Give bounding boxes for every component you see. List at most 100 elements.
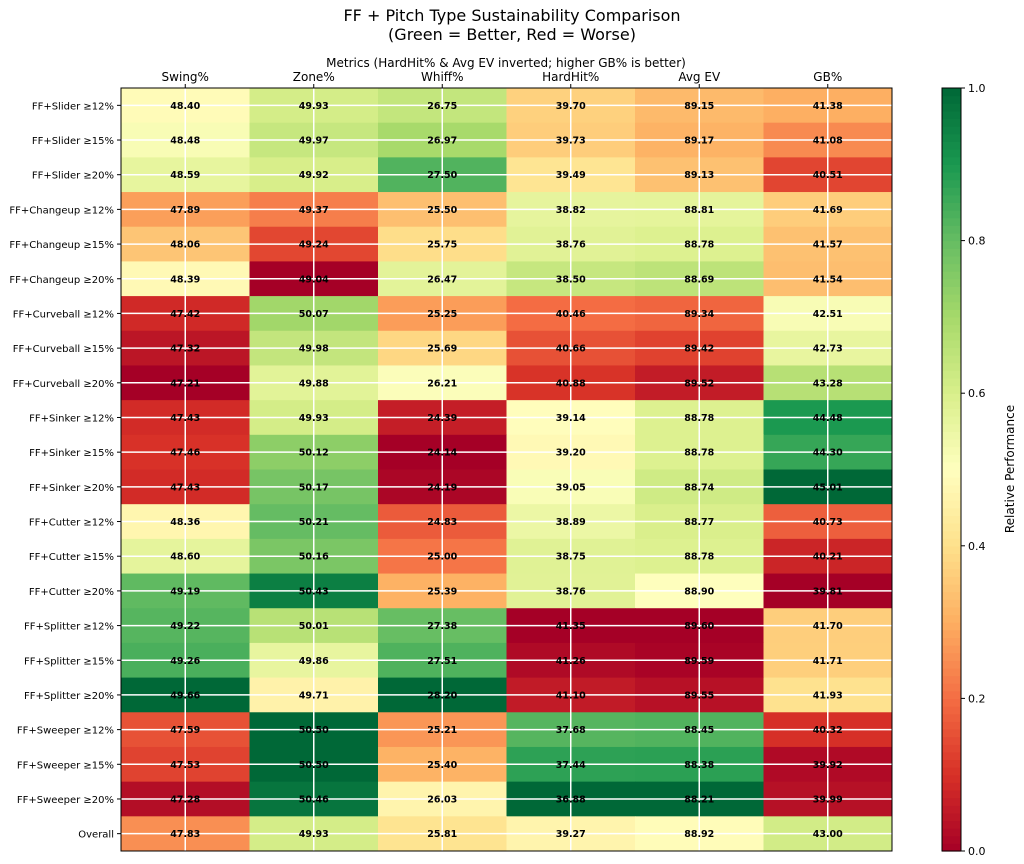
cell-value-label: 24.14 bbox=[427, 448, 457, 459]
colorbar-segment bbox=[942, 171, 961, 181]
colorbar-segment bbox=[942, 133, 961, 143]
cell-value-label: 89.34 bbox=[684, 309, 714, 320]
cell-value-label: 41.57 bbox=[813, 240, 843, 251]
colorbar-segment bbox=[942, 179, 961, 188]
cell-value-label: 47.59 bbox=[170, 725, 200, 736]
colorbar-frame bbox=[941, 87, 962, 852]
row-label: FF+Sinker ≥15% bbox=[29, 448, 114, 459]
colorbar-segment bbox=[942, 728, 961, 738]
colorbar-segment bbox=[942, 461, 961, 471]
cell-value-label: 88.78 bbox=[684, 413, 714, 424]
cell-value-label: 49.22 bbox=[170, 621, 200, 632]
cell-value-label: 41.71 bbox=[813, 656, 843, 667]
cell-value-label: 47.43 bbox=[170, 413, 200, 424]
cell-value-label: 50.50 bbox=[299, 725, 329, 736]
cell-value-label: 40.73 bbox=[813, 517, 843, 528]
row-label: FF+Sinker ≥20% bbox=[29, 483, 114, 494]
row-label: FF+Curveball ≥15% bbox=[13, 344, 114, 355]
cell-value-label: 25.40 bbox=[427, 760, 457, 771]
row-label: FF+Sweeper ≥20% bbox=[17, 795, 114, 806]
cell-value-label: 48.60 bbox=[170, 552, 200, 563]
colorbar-segment bbox=[942, 217, 961, 226]
cell-value-label: 39.92 bbox=[813, 760, 843, 771]
cell-value-label: 25.25 bbox=[427, 309, 457, 320]
colorbar-segment bbox=[942, 545, 961, 555]
colorbar-segment bbox=[942, 805, 961, 814]
row-label: FF+Curveball ≥20% bbox=[13, 379, 114, 390]
cell-value-label: 88.78 bbox=[684, 240, 714, 251]
cell-value-label: 25.75 bbox=[427, 240, 457, 251]
cell-value-label: 25.50 bbox=[427, 205, 457, 216]
cell-value-label: 38.76 bbox=[556, 586, 586, 597]
cell-value-label: 47.28 bbox=[170, 794, 200, 805]
column-label: Zone% bbox=[293, 70, 335, 84]
colorbar-segment bbox=[942, 484, 961, 493]
row-label: FF+Changeup ≥20% bbox=[9, 275, 114, 286]
colorbar-segment bbox=[942, 156, 961, 165]
cell-value-label: 49.19 bbox=[170, 586, 200, 597]
cell-value-label: 41.38 bbox=[813, 101, 843, 112]
cell-value-label: 37.44 bbox=[556, 760, 586, 771]
cell-value-label: 40.66 bbox=[556, 344, 586, 355]
cell-value-label: 47.21 bbox=[170, 378, 200, 389]
colorbar-segment bbox=[942, 477, 961, 486]
x-axis-label: Metrics (HardHit% & Avg EV inverted; hig… bbox=[326, 56, 686, 70]
chart-subtitle: (Green = Better, Red = Worse) bbox=[388, 25, 636, 44]
colorbar-segment bbox=[942, 362, 961, 371]
cell-value-label: 88.81 bbox=[684, 205, 714, 216]
cell-value-label: 49.97 bbox=[299, 136, 329, 147]
cell-value-label: 49.93 bbox=[299, 101, 329, 112]
cell-value-label: 25.81 bbox=[427, 829, 457, 840]
cell-value-label: 26.47 bbox=[427, 274, 457, 285]
column-label: Swing% bbox=[162, 70, 209, 84]
row-label: Overall bbox=[78, 830, 114, 841]
cell-value-label: 47.43 bbox=[170, 482, 200, 493]
cell-value-label: 49.04 bbox=[299, 274, 329, 285]
cell-value-label: 27.38 bbox=[427, 621, 457, 632]
cell-value-label: 43.00 bbox=[813, 829, 843, 840]
cell-value-label: 41.70 bbox=[813, 621, 843, 632]
colorbar-segment bbox=[942, 416, 961, 425]
cell-value-label: 39.14 bbox=[556, 413, 586, 424]
colorbar-segment bbox=[942, 286, 961, 295]
row-label: FF+Cutter ≥15% bbox=[29, 552, 114, 563]
cell-value-label: 27.51 bbox=[427, 656, 457, 667]
row-label: FF+Splitter ≥12% bbox=[24, 622, 114, 633]
cell-value-label: 49.26 bbox=[170, 656, 200, 667]
colorbar-segment bbox=[942, 339, 961, 349]
cell-value-label: 28.20 bbox=[427, 690, 457, 701]
colorbar-segment bbox=[942, 446, 961, 455]
colorbar-segment bbox=[942, 530, 961, 539]
row-label: FF+Sweeper ≥12% bbox=[17, 726, 114, 737]
colorbar-segment bbox=[942, 370, 961, 379]
cell-value-label: 49.86 bbox=[299, 656, 329, 667]
cell-value-label: 88.77 bbox=[684, 517, 714, 528]
cell-value-label: 89.60 bbox=[684, 621, 714, 632]
colorbar-segment bbox=[942, 767, 961, 776]
colorbar-segment bbox=[942, 347, 961, 356]
colorbar-segment bbox=[942, 812, 961, 822]
cell-value-label: 50.17 bbox=[299, 482, 329, 493]
cell-value-label: 47.46 bbox=[170, 448, 200, 459]
cell-value-label: 41.35 bbox=[556, 621, 586, 632]
colorbar-segment bbox=[942, 667, 961, 677]
cell-value-label: 89.15 bbox=[684, 101, 714, 112]
colorbar-segment bbox=[942, 294, 961, 303]
cell-value-label: 50.21 bbox=[299, 517, 329, 528]
colorbar-segment bbox=[942, 324, 961, 333]
cell-value-label: 47.89 bbox=[170, 205, 200, 216]
cell-value-label: 40.51 bbox=[813, 170, 843, 181]
cell-value-label: 49.92 bbox=[299, 170, 329, 181]
colorbar-segment bbox=[942, 644, 961, 654]
cell-value-label: 48.06 bbox=[170, 240, 200, 251]
cell-value-label: 50.12 bbox=[299, 448, 329, 459]
colorbar-segment bbox=[942, 675, 961, 684]
colorbar-segment bbox=[942, 721, 961, 730]
colorbar-segment bbox=[942, 835, 961, 844]
cell-value-label: 47.32 bbox=[170, 344, 200, 355]
cell-value-label: 50.46 bbox=[299, 794, 329, 805]
cell-value-label: 25.00 bbox=[427, 552, 457, 563]
cell-value-label: 43.28 bbox=[813, 378, 843, 389]
colorbar-segment bbox=[942, 568, 961, 577]
